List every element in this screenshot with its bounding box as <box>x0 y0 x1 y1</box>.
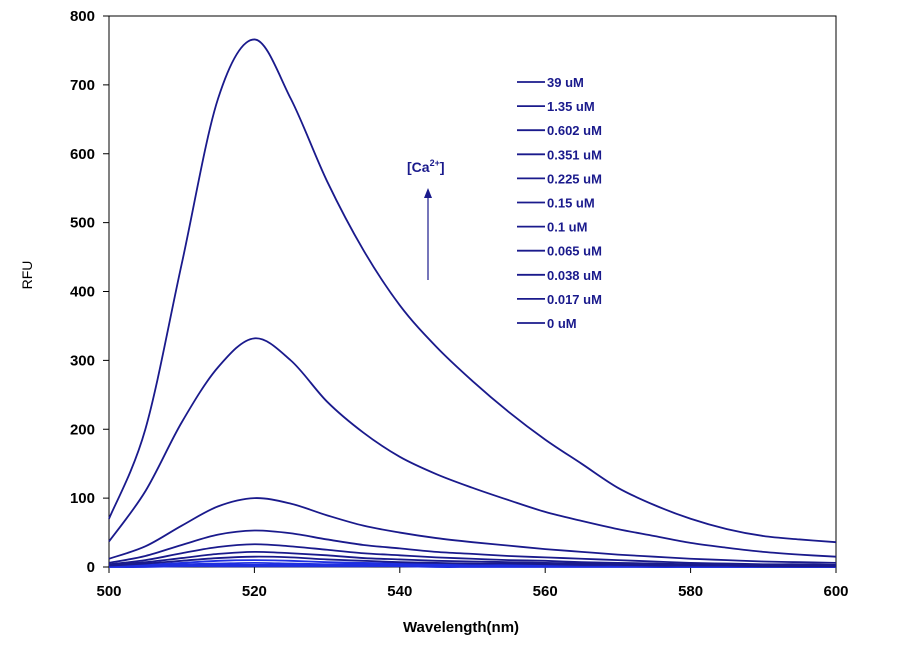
series-line-0-225-uM <box>108 543 837 567</box>
legend-entry: 0.017 uM <box>517 292 602 307</box>
legend-label: 0.351 uM <box>547 147 602 162</box>
x-tick-label: 560 <box>533 583 558 600</box>
y-tick-label: 0 <box>87 559 95 576</box>
y-tick-label: 500 <box>70 215 95 232</box>
annotation-arrow-head <box>424 188 432 198</box>
legend-label: 0.225 uM <box>547 171 602 186</box>
legend-label: 0.038 uM <box>547 268 602 283</box>
legend-entry: 0.225 uM <box>517 171 602 186</box>
annotation-label: [Ca2+] <box>407 158 445 175</box>
legend-label: 0.15 uM <box>547 196 595 211</box>
series-line-39-uM <box>108 38 837 544</box>
y-tick-label: 100 <box>70 490 95 507</box>
y-tick-label: 300 <box>70 352 95 369</box>
legend-label: 0.1 uM <box>547 220 587 235</box>
y-tick-label: 600 <box>70 146 95 163</box>
x-axis-label: Wavelength(nm) <box>403 619 519 636</box>
y-tick-label: 400 <box>70 284 95 301</box>
legend-entry: 0.065 uM <box>517 244 602 259</box>
series-line-0-351-uM <box>108 529 837 566</box>
y-tick-label: 700 <box>70 77 95 94</box>
x-tick-label: 600 <box>823 583 848 600</box>
x-tick-label: 520 <box>242 583 267 600</box>
y-axis-label: RFU <box>19 261 35 290</box>
series-line-0-602-uM <box>108 497 837 564</box>
x-tick-label: 500 <box>96 583 121 600</box>
legend-entry: 1.35 uM <box>517 99 595 114</box>
series-line-1-35-uM <box>108 337 837 558</box>
x-tick-label: 540 <box>387 583 412 600</box>
y-tick-label: 200 <box>70 421 95 438</box>
legend-entry: 0.038 uM <box>517 268 602 283</box>
legend-entry: 0 uM <box>517 316 577 331</box>
legend-label: 0.602 uM <box>547 123 602 138</box>
legend-entry: 0.351 uM <box>517 147 602 162</box>
y-tick-label: 800 <box>70 8 95 25</box>
legend-entry: 0.1 uM <box>517 220 587 235</box>
legend-label: 0 uM <box>547 316 577 331</box>
legend-entry: 39 uM <box>517 75 584 90</box>
legend-label: 0.017 uM <box>547 292 602 307</box>
x-tick-label: 580 <box>678 583 703 600</box>
legend-entry: 0.15 uM <box>517 196 595 211</box>
legend-label: 0.065 uM <box>547 244 602 259</box>
legend-entry: 0.602 uM <box>517 123 602 138</box>
legend-label: 39 uM <box>547 75 584 90</box>
calcium-annotation: [Ca2+] <box>407 158 445 280</box>
legend-label: 1.35 uM <box>547 99 595 114</box>
